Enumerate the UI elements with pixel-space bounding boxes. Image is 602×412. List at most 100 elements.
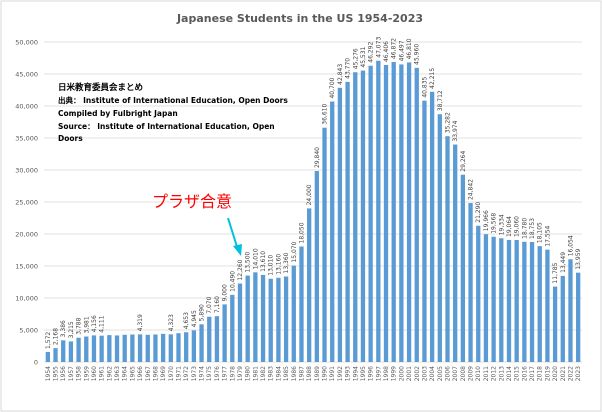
bar (545, 249, 550, 362)
data-label: 3,788 (76, 317, 83, 334)
bar (237, 283, 243, 362)
data-label: 42,843 (337, 64, 344, 85)
x-tick-label: 1984 (275, 366, 282, 381)
data-label: 19,334 (498, 214, 505, 235)
data-label: 4,111 (99, 315, 106, 332)
x-tick-label: 1983 (268, 366, 275, 381)
data-label: 42,215 (429, 68, 436, 89)
bar (353, 72, 358, 363)
data-label: 33,974 (452, 120, 459, 141)
x-tick-label: 2017 (529, 366, 536, 381)
x-tick-label: 1985 (283, 366, 290, 381)
bar (406, 62, 412, 362)
x-tick-label: 2010 (475, 366, 482, 381)
bar (114, 335, 120, 362)
bar (99, 335, 104, 362)
x-tick-label: 2004 (429, 366, 436, 381)
x-tick-label: 2014 (506, 366, 513, 381)
x-tick-label: 1964 (122, 366, 129, 381)
x-tick-label: 1988 (306, 366, 313, 381)
x-tick-label: 2011 (483, 366, 490, 381)
x-tick-label: 2003 (421, 366, 428, 381)
bar (453, 144, 458, 362)
bar (522, 241, 527, 362)
bar (437, 114, 442, 363)
x-tick-label: 1965 (129, 366, 136, 381)
bar (529, 241, 535, 362)
bar (160, 333, 166, 362)
y-tick-label: 45,000 (15, 71, 38, 79)
data-label: 19,064 (506, 216, 513, 237)
y-tick-label: 30,000 (15, 167, 38, 175)
x-tick-label: 2012 (491, 366, 498, 381)
data-label: 13,160 (275, 254, 282, 275)
x-tick-label: 2018 (537, 366, 544, 381)
x-tick-label: 2023 (575, 366, 582, 381)
bar (314, 171, 319, 362)
x-tick-label: 1990 (322, 366, 329, 381)
data-label: 13,360 (283, 252, 290, 273)
y-tick-label: 50,000 (15, 39, 38, 47)
x-tick-label: 1959 (83, 366, 90, 381)
bar (476, 225, 481, 362)
x-tick-label: 1994 (352, 366, 359, 381)
data-label: 18,780 (521, 218, 528, 239)
bar (276, 277, 281, 362)
x-tick-label: 1978 (229, 366, 236, 381)
x-tick-label: 1999 (391, 366, 398, 381)
bar (330, 101, 335, 363)
data-label: 2,168 (53, 328, 60, 345)
bar (130, 334, 135, 362)
data-label: 12,260 (237, 259, 244, 280)
bar (491, 236, 496, 362)
x-tick-label: 2022 (567, 366, 574, 381)
data-label: 46,497 (398, 40, 405, 61)
x-tick-label: 1970 (168, 366, 175, 381)
data-label: 17,554 (544, 225, 551, 246)
y-tick-label: 20,000 (15, 231, 38, 239)
data-label: 29,840 (314, 147, 321, 168)
bar (199, 324, 204, 362)
bar (299, 246, 304, 362)
bar (68, 341, 74, 362)
y-tick-label: 5,000 (19, 327, 38, 335)
bar (322, 127, 327, 362)
x-tick-label: 1960 (91, 366, 98, 381)
data-label: 19,568 (491, 213, 498, 234)
x-tick-label: 2013 (498, 366, 505, 381)
bar (514, 240, 519, 362)
data-label: 43,770 (345, 58, 352, 79)
y-tick-label: 10,000 (15, 295, 38, 303)
data-label: 1,572 (45, 332, 52, 349)
data-label: 40,700 (329, 77, 336, 98)
bar (376, 60, 381, 363)
x-tick-label: 1961 (99, 366, 106, 381)
x-tick-label: 1963 (114, 366, 121, 381)
data-label: 4,319 (137, 314, 144, 331)
x-tick-label: 1971 (176, 366, 183, 381)
data-label: 46,810 (406, 38, 413, 59)
bar (337, 87, 343, 362)
data-label: 38,712 (437, 90, 444, 111)
x-tick-label: 1995 (360, 366, 367, 381)
x-tick-label: 1973 (191, 366, 198, 381)
data-label: 35,282 (445, 112, 452, 133)
data-label: 7,160 (214, 296, 221, 313)
x-tick-label: 1998 (383, 366, 390, 381)
x-tick-label: 1957 (68, 366, 75, 381)
x-tick-label: 1980 (245, 366, 252, 381)
x-tick-label: 1996 (368, 366, 375, 381)
bar (184, 332, 189, 362)
y-tick-label: 40,000 (15, 103, 38, 111)
x-tick-label: 2006 (445, 366, 452, 381)
y-tick-label: 35,000 (15, 135, 38, 143)
x-tick-label: 2001 (406, 366, 413, 381)
bar (214, 316, 220, 362)
annotation: 日米教育委員会まとめ (58, 82, 143, 93)
data-label: 4,156 (91, 315, 98, 332)
bar (560, 275, 565, 362)
x-tick-label: 1987 (298, 366, 305, 381)
data-label: 21,290 (475, 202, 482, 223)
y-tick-label: 15,000 (15, 263, 38, 271)
bar (168, 334, 173, 362)
